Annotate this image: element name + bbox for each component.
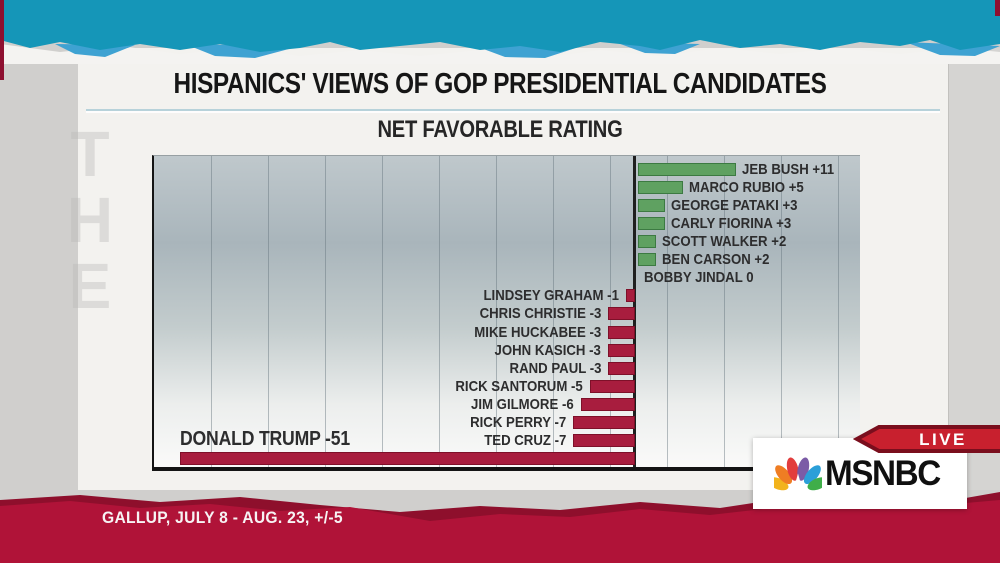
bar-jeb-bush	[638, 163, 736, 176]
gridline	[325, 156, 326, 467]
live-ribbon	[853, 425, 1000, 453]
gridline	[268, 156, 269, 467]
live-label: LIVE	[919, 430, 967, 449]
bar-label-bobby-jindal: BOBBY JINDAL 0	[644, 269, 754, 287]
bar-label-rick-santorum: RICK SANTORUM -5	[455, 377, 583, 395]
torn-teal-layer	[0, 0, 1000, 52]
gridline	[838, 156, 839, 467]
bar-label-mike-huckabee: MIKE HUCKABEE -3	[474, 323, 601, 341]
bar-label-rick-perry: RICK PERRY -7	[469, 413, 566, 431]
gridline	[667, 156, 668, 467]
network-wordmark: MSNBC	[825, 453, 941, 493]
red-edge-sliver-left	[0, 0, 4, 80]
bar-ted-cruz	[573, 433, 635, 447]
bar-george-pataki	[638, 199, 665, 213]
bar-label-jim-gilmore: JIM GILMORE -6	[471, 395, 574, 413]
bar-scott-walker	[638, 235, 656, 249]
title-underline	[86, 109, 940, 111]
torn-paper-top	[0, 0, 1000, 64]
torn-red-main-layer	[0, 500, 1000, 563]
bar-chris-christie	[608, 307, 635, 321]
bar-marco-rubio	[638, 181, 683, 195]
bar-label-donald-trump: DONALD TRUMP -51	[180, 428, 350, 451]
background-watermark: THE	[54, 118, 126, 316]
bar-label-john-kasich: JOHN KASICH -3	[494, 341, 601, 359]
gridline	[553, 156, 554, 467]
bar-donald-trump	[180, 451, 635, 465]
gridline	[496, 156, 497, 467]
red-edge-sliver-right	[995, 0, 1000, 16]
bar-ben-carson	[638, 253, 656, 267]
bar-mike-huckabee	[608, 325, 635, 339]
bar-rand-paul	[608, 361, 635, 375]
torn-paper-bottom	[0, 492, 1000, 563]
bar-label-jeb-bush: JEB BUSH +11	[742, 161, 835, 178]
bar-label-chris-christie: CHRIS CHRISTIE -3	[479, 305, 601, 323]
gridline	[439, 156, 440, 467]
bar-lindsey-graham	[626, 289, 635, 303]
gridline	[781, 156, 782, 467]
bar-label-marco-rubio: MARCO RUBIO +5	[689, 179, 804, 197]
bar-label-george-pataki: GEORGE PATAKI +3	[671, 197, 798, 215]
bar-chart: JEB BUSH +11 MARCO RUBIO +5 GEORGE PATAKI …	[152, 155, 860, 471]
page-title: HISPANICS' VIEWS OF GOP PRESIDENTIAL CAN…	[173, 68, 827, 100]
bar-label-rand-paul: RAND PAUL -3	[509, 359, 601, 377]
bar-john-kasich	[608, 343, 635, 357]
bar-label-scott-walker: SCOTT WALKER +2	[662, 233, 787, 251]
bar-label-ted-cruz: TED CRUZ -7	[483, 431, 566, 449]
gridline	[382, 156, 383, 467]
gridline	[724, 156, 725, 467]
bar-label-carly-fiorina: CARLY FIORINA +3	[671, 215, 792, 233]
bar-jim-gilmore	[581, 397, 635, 411]
live-badge: LIVE	[853, 425, 1000, 453]
bar-label-lindsey-graham: LINDSEY GRAHAM -1	[483, 287, 619, 305]
page-subtitle: NET FAVORABLE RATING	[377, 116, 623, 143]
bar-rick-santorum	[590, 379, 635, 393]
source-note: GALLUP, JULY 8 - AUG. 23, +/-5	[102, 508, 343, 527]
bar-carly-fiorina	[638, 217, 665, 231]
gridline	[211, 156, 212, 467]
bar-rick-perry	[573, 415, 635, 429]
bar-label-ben-carson: BEN CARSON +2	[662, 251, 770, 269]
background-strip	[949, 48, 1000, 490]
nbc-peacock-icon	[774, 456, 823, 493]
